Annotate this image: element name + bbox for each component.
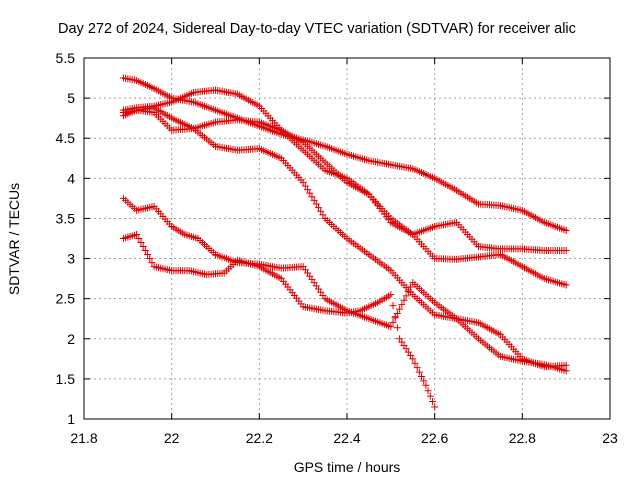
data-point-track-4 xyxy=(310,196,318,204)
data-point-track-6 xyxy=(409,355,417,363)
x-tick-label: 23 xyxy=(602,430,618,446)
x-tick-label: 22.8 xyxy=(509,430,536,446)
data-point-track-4 xyxy=(312,200,320,208)
data-point-track-6 xyxy=(413,364,421,372)
data-point-track-4 xyxy=(319,211,327,219)
y-tick-label: 3 xyxy=(67,251,75,267)
data-point-track-6 xyxy=(137,239,145,247)
x-tick-label: 22.6 xyxy=(421,430,448,446)
data-point-track-6 xyxy=(424,387,432,395)
data-point-track-5 xyxy=(389,318,397,326)
data-point-track-6 xyxy=(411,359,419,367)
data-point-track-6 xyxy=(393,324,401,332)
data-point-track-5 xyxy=(400,296,408,304)
y-tick-label: 1.5 xyxy=(56,371,76,387)
series-track-6 xyxy=(119,230,439,411)
data-point-track-6 xyxy=(428,398,436,406)
data-point-track-6 xyxy=(415,368,423,376)
data-point-track-6 xyxy=(133,230,141,238)
x-tick-label: 22 xyxy=(164,430,180,446)
data-point-track-5 xyxy=(387,323,395,331)
data-point-track-6 xyxy=(418,372,426,380)
y-axis-label: SDTVAR / TECUs xyxy=(6,183,22,295)
data-point-track-4 xyxy=(304,186,312,194)
data-point-track-4 xyxy=(315,204,323,212)
data-point-track-6 xyxy=(431,403,439,411)
data-point-track-6 xyxy=(422,381,430,389)
data-point-track-4 xyxy=(301,182,309,190)
y-tick-label: 2 xyxy=(67,331,75,347)
chart-title: Day 272 of 2024, Sidereal Day-to-day VTE… xyxy=(58,21,576,37)
data-point-track-6 xyxy=(144,251,152,259)
data-point-track-6 xyxy=(420,377,428,385)
data-point-track-6 xyxy=(146,255,154,263)
y-tick-label: 5.5 xyxy=(56,50,76,66)
data-point-track-4 xyxy=(317,207,325,215)
data-point-track-4 xyxy=(306,189,314,197)
data-point-track-6 xyxy=(148,259,156,267)
data-point-track-5 xyxy=(404,287,412,295)
data-point-track-6 xyxy=(391,313,399,321)
data-point-track-6 xyxy=(389,302,397,310)
data-point-track-5 xyxy=(402,292,410,300)
x-tick-label: 21.8 xyxy=(70,430,97,446)
data-point-track-6 xyxy=(135,235,143,242)
y-tick-label: 3.5 xyxy=(56,210,76,226)
x-tick-label: 22.4 xyxy=(333,430,360,446)
x-tick-label: 22.2 xyxy=(246,430,273,446)
data-points xyxy=(119,74,570,411)
x-axis-label: GPS time / hours xyxy=(294,459,401,475)
data-point-track-4 xyxy=(308,193,316,201)
data-point-track-5 xyxy=(398,301,406,309)
data-point-track-4 xyxy=(299,178,307,186)
data-point-track-5 xyxy=(396,305,404,313)
y-tick-label: 1 xyxy=(67,411,75,427)
y-tick-label: 5 xyxy=(67,90,75,106)
y-tick-label: 4.5 xyxy=(56,130,76,146)
plot-frame xyxy=(83,57,611,420)
data-point-track-3 xyxy=(562,247,570,255)
data-point-track-5 xyxy=(407,283,415,291)
data-point-track-6 xyxy=(426,392,434,400)
y-tick-label: 2.5 xyxy=(56,291,76,307)
series-track-3 xyxy=(119,104,570,255)
data-point-track-2 xyxy=(562,281,570,289)
y-tick-label: 4 xyxy=(67,170,75,186)
series-track-4 xyxy=(119,106,570,371)
data-point-track-6 xyxy=(387,291,395,299)
data-point-track-5 xyxy=(562,367,570,375)
tick-labels: 21.8 22 22.2 22.4 22.6 22.8 23 1 1.5 2 2.5 3 3.5 4 4.5… xyxy=(56,50,618,446)
series-track-1 xyxy=(119,74,570,234)
data-point-track-6 xyxy=(141,247,149,255)
data-point-track-1 xyxy=(562,226,570,234)
data-point-track-6 xyxy=(139,243,147,251)
